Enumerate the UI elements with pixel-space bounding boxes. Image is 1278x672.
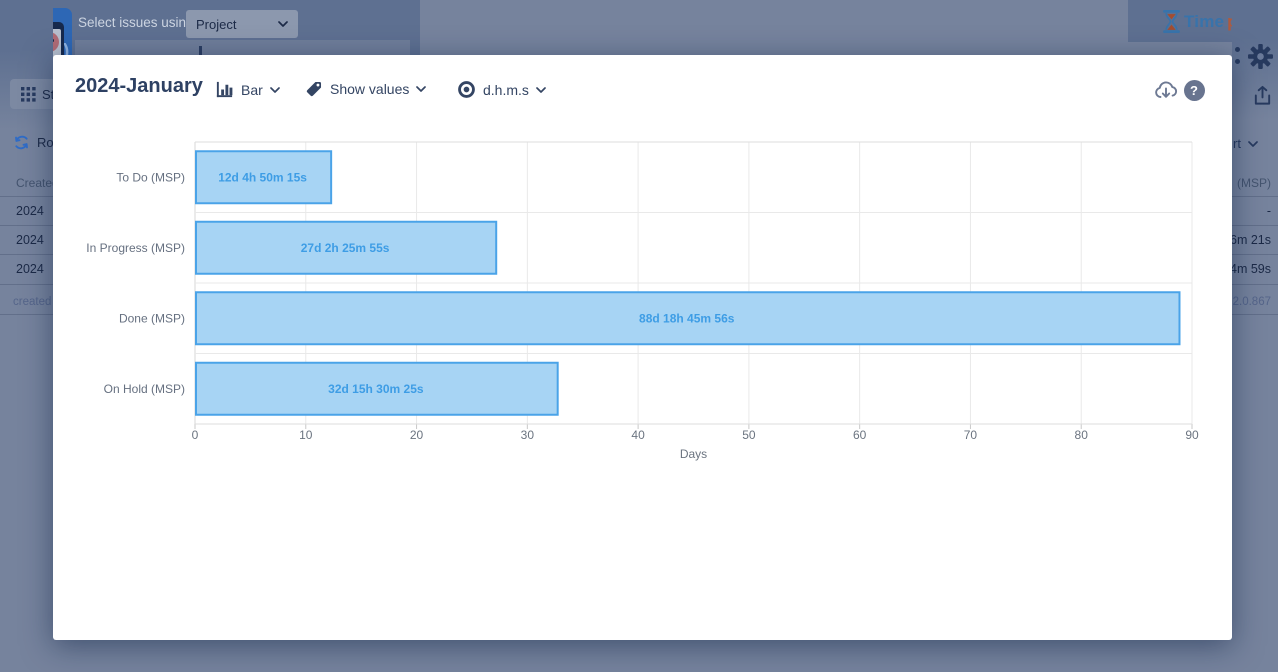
row-divider	[1232, 254, 1278, 255]
filter-footer: created >	[13, 296, 53, 308]
chevron-down-icon	[1248, 140, 1258, 147]
chart-bar[interactable]	[195, 361, 559, 416]
x-tick-label: 0	[192, 428, 199, 442]
table-cell: 2024	[16, 204, 44, 218]
x-tick-label: 60	[853, 428, 867, 442]
x-tick-label: 90	[1185, 428, 1199, 442]
hourglass-icon	[1163, 10, 1180, 33]
msp-column-header: (MSP)	[1237, 176, 1271, 190]
status-grid-button[interactable]: St	[10, 79, 53, 109]
logo-paren-right: )	[63, 41, 70, 62]
tag-icon	[306, 81, 322, 97]
show-values-dropdown[interactable]: Show values	[305, 80, 427, 98]
x-tick-label: 50	[742, 428, 756, 442]
chart-bar[interactable]	[195, 150, 333, 205]
rows-button-label: Ro	[37, 135, 53, 150]
kebab-menu-icon	[1235, 59, 1240, 64]
table-cell: -	[1266, 204, 1271, 218]
x-axis-title: Days	[680, 447, 707, 461]
settings-gear-icon[interactable]	[1247, 43, 1274, 70]
chevron-down-icon	[416, 86, 427, 92]
time-format-dropdown[interactable]: d.h.m.s	[457, 80, 546, 99]
table-cell: 4m 59s	[1232, 262, 1271, 276]
export-dropdown-label: rt	[1233, 136, 1241, 151]
x-tick-label: 10	[299, 428, 313, 442]
chevron-down-icon	[278, 21, 288, 27]
grid-icon	[21, 86, 36, 102]
row-divider	[0, 254, 53, 255]
category-label: To Do (MSP)	[116, 170, 185, 184]
x-tick-label: 70	[964, 428, 978, 442]
table-cell: 2024	[16, 233, 44, 247]
eye-icon	[458, 81, 475, 98]
row-divider	[1232, 314, 1278, 315]
row-divider	[1232, 284, 1278, 285]
chart-type-value: Bar	[241, 81, 263, 98]
brand-time: Time	[1184, 11, 1225, 31]
chevron-down-icon	[269, 86, 280, 93]
row-divider	[0, 225, 53, 226]
table-cell: 6m 21s	[1232, 233, 1271, 247]
created-column-header: Created	[16, 176, 53, 190]
row-divider	[0, 284, 53, 285]
x-tick-label: 30	[521, 428, 535, 442]
row-divider	[0, 196, 53, 197]
show-values-value: Show values	[330, 81, 410, 97]
chart-type-dropdown[interactable]: Bar	[215, 80, 280, 99]
x-tick-label: 20	[410, 428, 424, 442]
time-format-value: d.h.m.s	[483, 81, 529, 98]
chart-modal: 2024-January Bar Show values	[53, 55, 1232, 640]
cloud-download-icon	[1155, 80, 1178, 98]
kebab-menu-icon	[1235, 47, 1240, 52]
chevron-down-icon	[536, 86, 546, 93]
project-dropdown[interactable]: Project	[186, 10, 298, 38]
x-tick-label: 80	[1075, 428, 1089, 442]
left-panel-edge: St Ro Created 2024 2024 2024 created >	[0, 0, 53, 672]
category-label: On Hold (MSP)	[104, 382, 185, 396]
status-button-label: St	[42, 86, 53, 102]
page-title: 2024-January	[75, 75, 203, 97]
select-issues-label: Select issues using	[78, 15, 194, 30]
chart-bar[interactable]	[195, 220, 498, 275]
row-divider	[0, 314, 53, 315]
row-divider	[1232, 225, 1278, 226]
export-dropdown[interactable]: rt	[1233, 136, 1258, 151]
hidden-control-peek	[199, 46, 202, 55]
refresh-icon	[15, 135, 28, 150]
right-panel-edge: rt (MSP) - 6m 21s 4m 59s 3.2.0.867	[1232, 0, 1278, 672]
category-label: Done (MSP)	[119, 311, 185, 325]
table-cell: 2024	[16, 262, 44, 276]
help-button[interactable]: ?	[1181, 77, 1207, 103]
question-mark-icon: ?	[1183, 79, 1205, 101]
version-label: 3.2.0.867	[1232, 296, 1271, 308]
refresh-rows-button[interactable]: Ro	[13, 134, 53, 151]
x-tick-label: 40	[631, 428, 645, 442]
secondary-toolbar	[75, 40, 410, 55]
chart-bar[interactable]	[195, 291, 1181, 346]
download-chart-button[interactable]	[1153, 77, 1179, 103]
category-label: In Progress (MSP)	[86, 241, 185, 255]
bar-chart-icon	[216, 81, 233, 98]
row-divider	[1232, 196, 1278, 197]
project-dropdown-value: Project	[196, 16, 237, 32]
export-icon[interactable]	[1252, 84, 1273, 107]
